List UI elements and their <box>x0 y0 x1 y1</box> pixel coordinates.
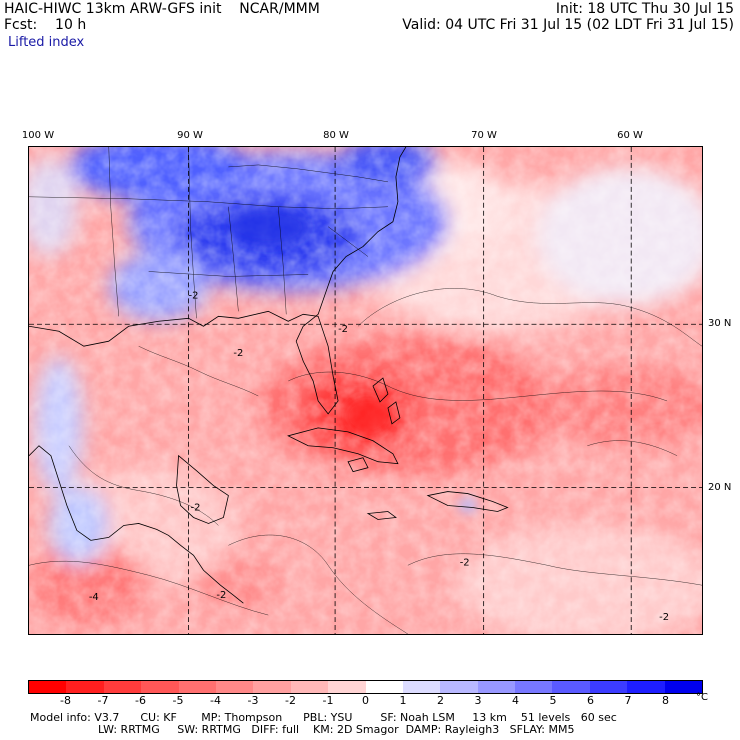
colorbar-swatch <box>552 681 590 693</box>
colorbar-swatch <box>178 681 216 693</box>
colorbar-swatch <box>141 681 179 693</box>
field-name: Lifted index <box>8 35 85 50</box>
colorbar-tick-label: 1 <box>399 694 407 707</box>
colorbar-tick-label: -4 <box>210 694 221 707</box>
colorbar-tick-label: 2 <box>437 694 444 707</box>
borders <box>29 147 388 319</box>
colorbar-tick-label: -2 <box>285 694 296 707</box>
lifted-index-map: -2 -2 -2 -2 -2 -2 -4 -2 <box>28 146 703 635</box>
colorbar-swatch <box>29 681 67 693</box>
colorbar-swatch <box>627 681 665 693</box>
lat-label-20n: 20 N <box>708 482 732 493</box>
colorbar-tick-label: -3 <box>247 694 259 707</box>
colorbar-swatch <box>215 681 254 693</box>
lon-label-90w: 90 W <box>177 130 203 141</box>
colorbar-tick-label: 8 <box>662 694 669 707</box>
colorbar-units: °C <box>696 692 708 703</box>
colorbar-tick-label: 4 <box>512 694 519 707</box>
contour-label: -4 <box>89 592 99 603</box>
contours <box>29 288 702 634</box>
colorbar-tick-label: -6 <box>135 694 146 707</box>
contour-label: -2 <box>191 503 201 514</box>
lat-lon-grid <box>29 147 702 634</box>
colorbar-tick-label: 3 <box>474 694 482 707</box>
colorbar-swatch <box>66 681 104 693</box>
colorbar-tick-label: 7 <box>624 694 632 707</box>
colorbar <box>28 680 703 694</box>
colorbar-swatch <box>589 681 628 693</box>
colorbar-tick-label: 0 <box>362 694 369 707</box>
contour-label: -2 <box>216 590 226 601</box>
lat-label-30n: 30 N <box>708 318 732 329</box>
colorbar-tick-label: -5 <box>172 694 184 707</box>
lon-label-70w: 70 W <box>471 130 497 141</box>
contour-label: -2 <box>460 557 470 568</box>
colorbar-swatch <box>402 681 441 693</box>
colorbar-swatch <box>440 681 478 693</box>
colorbar-swatch <box>664 681 703 693</box>
colorbar-tick-label: 6 <box>587 694 594 707</box>
shaded-field <box>29 147 702 634</box>
colorbar-swatch <box>253 681 291 693</box>
colorbar-swatch <box>477 681 516 693</box>
forecast-hour: Fcst: 10 h <box>4 17 87 33</box>
lon-label-80w: 80 W <box>323 130 349 141</box>
lon-label-100w: 100 W <box>21 130 55 141</box>
colorbar-swatch <box>290 681 329 693</box>
model-info-line2: LW: RRTMG SW: RRTMG DIFF: full KM: 2D Sm… <box>98 723 575 736</box>
init-time: Init: 18 UTC Thu 30 Jul 15 <box>555 1 734 17</box>
model-info-line1: Model info: V3.7 CU: KF MP: Thompson PBL… <box>30 711 617 724</box>
model-title: HAIC-HIWC 13km ARW-GFS init NCAR/MMM <box>4 1 320 17</box>
lon-label-60w: 60 W <box>617 130 643 141</box>
colorbar-swatch <box>365 681 403 693</box>
colorbar-swatch <box>103 681 142 693</box>
contour-label: -2 <box>233 348 243 359</box>
contour-label: -2 <box>189 290 199 301</box>
coastlines <box>29 147 509 604</box>
colorbar-tick-label: -8 <box>60 694 71 707</box>
colorbar-tick-label: -1 <box>322 694 334 707</box>
valid-time: Valid: 04 UTC Fri 31 Jul 15 (02 LDT Fri … <box>402 17 734 33</box>
contour-labels: -2 -2 -2 -2 -2 -2 -4 -2 <box>89 290 669 623</box>
colorbar-swatch <box>328 681 366 693</box>
colorbar-tick-label: 5 <box>549 694 557 707</box>
colorbar-swatch <box>515 681 553 693</box>
contour-label: -2 <box>338 324 348 335</box>
colorbar-tick-label: -7 <box>97 694 109 707</box>
contour-label: -2 <box>659 612 669 623</box>
